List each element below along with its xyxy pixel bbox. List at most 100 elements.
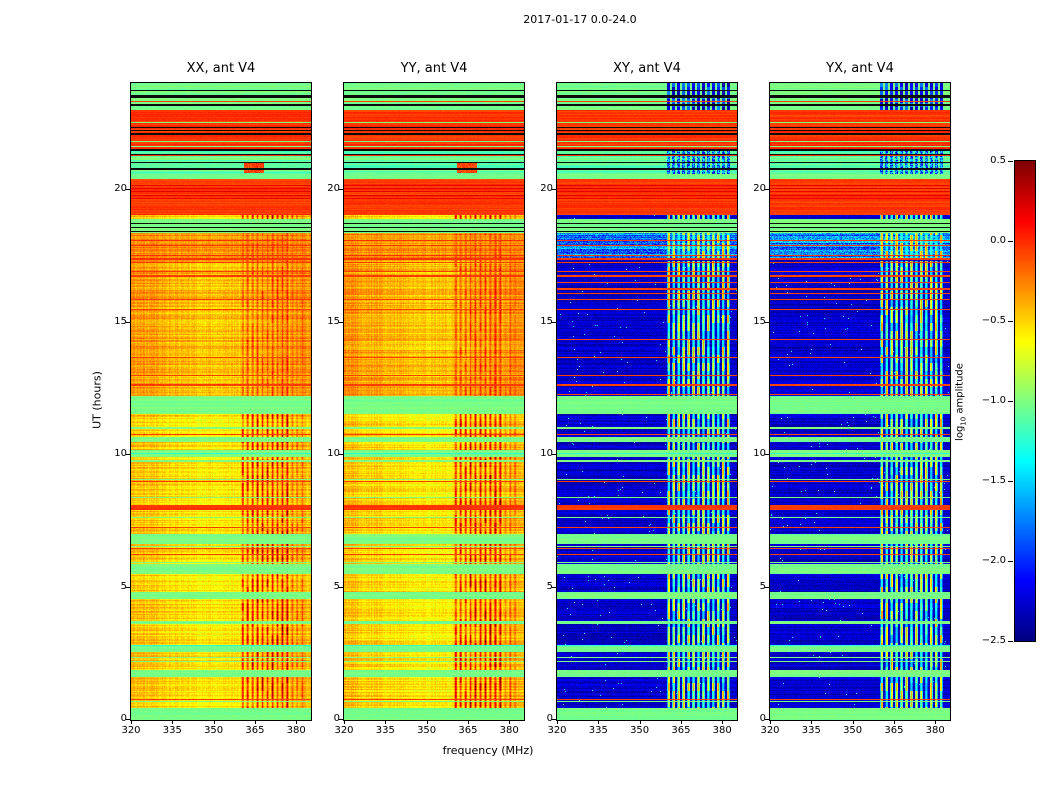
- y-tick: [126, 321, 130, 323]
- x-tick-label: 365: [884, 725, 904, 736]
- x-tick: [722, 720, 724, 724]
- colorbar-tick-label: −1.5: [981, 475, 1006, 486]
- y-tick: [552, 719, 556, 720]
- x-tick-label: 350: [204, 725, 224, 736]
- colorbar-label: log10 amplitude: [955, 363, 968, 441]
- x-tick: [426, 720, 428, 724]
- x-tick-label: 335: [588, 725, 608, 736]
- y-tick-label: 10: [753, 448, 766, 459]
- panel-xy: XY, ant V4 320 335 350 365 380 0 5 10 15 20: [540, 61, 738, 736]
- x-tick-label: 365: [245, 725, 265, 736]
- x-tick: [598, 720, 600, 724]
- colorbar-tick: [1008, 560, 1013, 562]
- y-tick-label: 15: [114, 315, 127, 327]
- panel-title-yx: YX, ant V4: [826, 61, 894, 76]
- x-tick-label: 380: [925, 725, 945, 736]
- x-tick-label: 350: [843, 725, 863, 736]
- y-tick-label: 0: [120, 713, 127, 724]
- colorbar: 0.5 0.0 −0.5 −1.0 −1.5 −2.0 −2.5: [982, 155, 1036, 646]
- colorbar-tick-label: −2.0: [981, 555, 1006, 566]
- x-tick-label: 320: [334, 725, 354, 736]
- y-tick: [126, 189, 130, 190]
- y-tick-label: 0: [759, 713, 766, 724]
- x-tick: [680, 720, 682, 724]
- x-tick: [557, 720, 558, 724]
- colorbar-tick-label: −0.5: [981, 315, 1006, 326]
- x-tick: [935, 720, 937, 724]
- y-tick-label: 5: [333, 580, 340, 592]
- x-tick: [639, 720, 641, 724]
- y-tick: [339, 719, 343, 720]
- colorbar-tick-label: −1.0: [981, 395, 1006, 406]
- x-tick: [770, 720, 771, 724]
- panel-title-xy: XY, ant V4: [613, 61, 681, 76]
- x-tick-label: 320: [760, 725, 780, 736]
- y-tick-label: 5: [759, 580, 766, 592]
- y-tick-label: 20: [327, 183, 340, 194]
- y-tick-label: 10: [540, 448, 553, 459]
- x-tick: [172, 720, 174, 724]
- colorbar-label-amplitude: amplitude: [954, 363, 966, 417]
- y-tick: [552, 321, 556, 323]
- y-tick: [126, 719, 130, 720]
- colorbar-tick: [1008, 160, 1013, 162]
- colorbar-tick: [1008, 640, 1013, 642]
- x-tick-label: 380: [499, 725, 519, 736]
- x-tick: [811, 720, 813, 724]
- x-tick-label: 365: [458, 725, 478, 736]
- panel-title-yy: YY, ant V4: [400, 61, 468, 76]
- y-tick: [552, 189, 556, 190]
- colorbar-tick: [1008, 320, 1013, 322]
- x-axis-label: frequency (MHz): [442, 744, 534, 757]
- y-tick: [339, 189, 343, 190]
- y-tick: [765, 189, 769, 190]
- x-tick-label: 350: [417, 725, 437, 736]
- x-tick-label: 335: [801, 725, 821, 736]
- x-tick-label: 365: [671, 725, 691, 736]
- colorbar-tick-label: 0.0: [990, 235, 1006, 246]
- colorbar-gradient: [1015, 161, 1035, 641]
- y-tick-label: 10: [114, 448, 127, 459]
- x-tick-label: 320: [121, 725, 141, 736]
- colorbar-tick: [1008, 480, 1013, 482]
- panel-yx: YX, ant V4 320 335 350 365 380 0 5 10 15 20: [753, 61, 951, 736]
- heatmap-canvas-xx: [131, 83, 311, 720]
- figure-title: 2017-01-17 0.0-24.0: [523, 13, 637, 26]
- panel-xx: XX, ant V4 320 335 350 365 380 0 5 10 15 20: [114, 61, 312, 736]
- y-tick-label: 0: [546, 713, 553, 724]
- y-tick: [765, 719, 769, 720]
- y-tick-label: 20: [753, 183, 766, 194]
- y-tick-label: 15: [540, 315, 553, 327]
- x-tick: [296, 720, 298, 724]
- x-tick-label: 320: [547, 725, 567, 736]
- y-tick: [339, 454, 343, 455]
- y-tick-label: 20: [540, 183, 553, 194]
- heatmap-canvas-yx: [770, 83, 950, 720]
- y-tick: [765, 586, 769, 588]
- x-tick: [254, 720, 256, 724]
- x-tick: [344, 720, 345, 724]
- colorbar-tick: [1008, 240, 1013, 242]
- y-tick-label: 0: [333, 713, 340, 724]
- panel-yy: YY, ant V4 320 335 350 365 380 0 5 10 15 20: [327, 61, 525, 736]
- colorbar-tick-label: 0.5: [990, 155, 1006, 166]
- y-tick: [126, 586, 130, 588]
- y-tick: [552, 454, 556, 455]
- x-tick: [852, 720, 854, 724]
- colorbar-label-log: log: [954, 425, 966, 441]
- x-tick-label: 335: [375, 725, 395, 736]
- y-tick: [339, 586, 343, 588]
- heatmap-canvas-xy: [557, 83, 737, 720]
- x-tick: [467, 720, 469, 724]
- x-tick: [213, 720, 215, 724]
- panel-title-xx: XX, ant V4: [186, 61, 256, 76]
- y-tick-label: 20: [114, 183, 127, 194]
- colorbar-label-sub: 10: [959, 416, 968, 426]
- colorbar-tick-label: −2.5: [981, 635, 1006, 646]
- heatmap-canvas-yy: [344, 83, 524, 720]
- y-tick: [552, 586, 556, 588]
- x-tick-label: 380: [286, 725, 306, 736]
- y-tick: [126, 454, 130, 455]
- x-tick-label: 350: [630, 725, 650, 736]
